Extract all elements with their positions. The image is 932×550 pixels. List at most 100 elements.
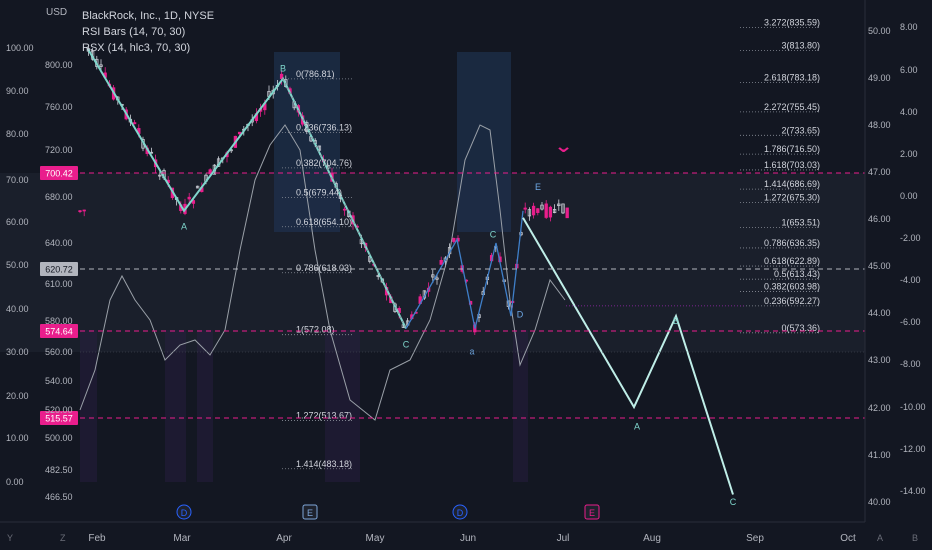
candle-body xyxy=(536,208,540,213)
fib-retracement-label: 1(572.08) xyxy=(296,325,335,335)
fib-retracement-label: 1.272(513.67) xyxy=(296,410,352,420)
event-marker-label: D xyxy=(457,508,464,518)
price-level-label: 515.57 xyxy=(45,414,73,424)
wave-label: A xyxy=(634,421,640,431)
right-axis-a-label: 49.00 xyxy=(868,73,891,83)
wave-label: C xyxy=(490,229,497,239)
price-level-label: 574.64 xyxy=(45,327,73,337)
price-tick-label: 640.00 xyxy=(45,238,73,248)
price-tick-label: 500.00 xyxy=(45,433,73,443)
event-marker-label: E xyxy=(307,508,313,518)
right-axis-b-label: 8.00 xyxy=(900,22,918,32)
event-marker[interactable] xyxy=(584,504,600,520)
x-tick-label: Jul xyxy=(557,533,570,544)
candle-body xyxy=(552,208,557,214)
candle-body xyxy=(439,260,443,265)
right-axis-b-label: -10.00 xyxy=(900,402,926,412)
fib-extension-label: 0.236(592.27) xyxy=(764,296,820,306)
right-axis-b-label: -12.00 xyxy=(900,444,926,454)
price-tick-label: 466.50 xyxy=(45,492,73,502)
candle-body xyxy=(132,122,137,125)
fib-retracement-label: 0.382(704.76) xyxy=(296,158,352,168)
fib-extension-label: 0.5(613.43) xyxy=(774,269,820,279)
wave-label: B xyxy=(280,64,286,74)
currency-label: USD xyxy=(46,7,68,18)
x-tick-label: Feb xyxy=(88,533,106,544)
right-axis-b-label: 2.00 xyxy=(900,149,918,159)
price-level-tag xyxy=(40,411,78,425)
oversold-band-0 xyxy=(80,330,97,482)
x-tick-label: May xyxy=(366,533,385,544)
price-tick-label: 720.00 xyxy=(45,145,73,155)
fib-retracement-label: 0.618(654.10) xyxy=(296,217,352,227)
candle-body xyxy=(544,203,548,218)
x-tick-label: Aug xyxy=(643,533,661,544)
event-marker[interactable] xyxy=(302,504,318,520)
candle-body xyxy=(195,185,200,189)
highlight-band-1 xyxy=(457,52,511,232)
event-marker-label: D xyxy=(181,508,188,518)
fib-extension-label: 0.618(622.89) xyxy=(764,256,820,266)
price-tick-label: 610.00 xyxy=(45,279,73,289)
right-axis-a-label: 48.00 xyxy=(868,120,891,130)
candle-body xyxy=(342,208,347,211)
indicator-rsi-bars[interactable]: RSI Bars (14, 70, 30) xyxy=(82,26,186,38)
price-tick-label: 760.00 xyxy=(45,102,73,112)
price-tick-label: 560.00 xyxy=(45,347,73,357)
right-axis-a-label: 44.00 xyxy=(868,308,891,318)
indicator-rsx[interactable]: RSX (14, hlc3, 70, 30) xyxy=(82,42,191,54)
osc-tick-label: 90.00 xyxy=(6,86,29,96)
axis-mode-button[interactable]: Y xyxy=(7,533,13,543)
wave-label: C xyxy=(730,497,737,507)
fib-extension-label: 0.382(603.98) xyxy=(764,281,820,291)
x-tick-label: Oct xyxy=(840,533,856,544)
osc-tick-label: 80.00 xyxy=(6,129,29,139)
price-tick-label: 680.00 xyxy=(45,192,73,202)
candle-body xyxy=(82,209,86,212)
main-wave-path xyxy=(87,48,407,329)
oversold-band-3 xyxy=(325,330,360,482)
wave-label: C xyxy=(403,339,410,349)
candle-body xyxy=(561,203,565,214)
axis-mode-button[interactable]: A xyxy=(877,533,883,543)
wave-label: D xyxy=(517,310,524,320)
candle-body xyxy=(187,196,191,200)
fib-extension-label: 0.786(636.35) xyxy=(764,238,820,248)
axis-mode-button[interactable]: B xyxy=(912,533,918,543)
price-tick-label: 520.00 xyxy=(45,405,73,415)
fib-extension-label: 2(733.65) xyxy=(781,125,820,135)
event-marker[interactable] xyxy=(452,504,468,520)
osc-tick-label: 10.00 xyxy=(6,433,29,443)
candle-body xyxy=(548,206,553,218)
candle-body xyxy=(435,277,439,280)
axis-mode-button[interactable]: Z xyxy=(60,533,66,543)
fib-trend-line xyxy=(282,78,407,329)
price-tick-label: 482.50 xyxy=(45,465,73,475)
candle-body xyxy=(237,131,242,135)
right-axis-b-label: -14.00 xyxy=(900,486,926,496)
candle-body xyxy=(158,174,162,177)
osc-tick-label: 30.00 xyxy=(6,347,29,357)
fib-retracement-label: 0.786(618.03) xyxy=(296,263,352,273)
candle-body xyxy=(540,204,544,210)
candle-body xyxy=(523,207,527,210)
wave-label: B xyxy=(673,316,679,326)
event-marker[interactable] xyxy=(176,504,192,520)
right-axis-a-label: 40.00 xyxy=(868,497,891,507)
right-axis-b-label: -2.00 xyxy=(900,233,921,243)
candle-body xyxy=(565,207,569,219)
price-level-tag xyxy=(40,166,78,180)
fib-extension-label: 1.272(675.30) xyxy=(764,192,820,202)
right-axis-b-label: -6.00 xyxy=(900,317,921,327)
osc-tick-label: 0.00 xyxy=(6,477,24,487)
time-axis-bar xyxy=(0,522,932,550)
candle-body xyxy=(191,200,196,204)
price-tick-label: 580.00 xyxy=(45,316,73,326)
candle-body xyxy=(557,203,561,207)
fib-extension-label: 3.272(835.59) xyxy=(764,18,820,28)
range-band xyxy=(0,173,865,352)
right-axis-a-label: 45.00 xyxy=(868,261,891,271)
